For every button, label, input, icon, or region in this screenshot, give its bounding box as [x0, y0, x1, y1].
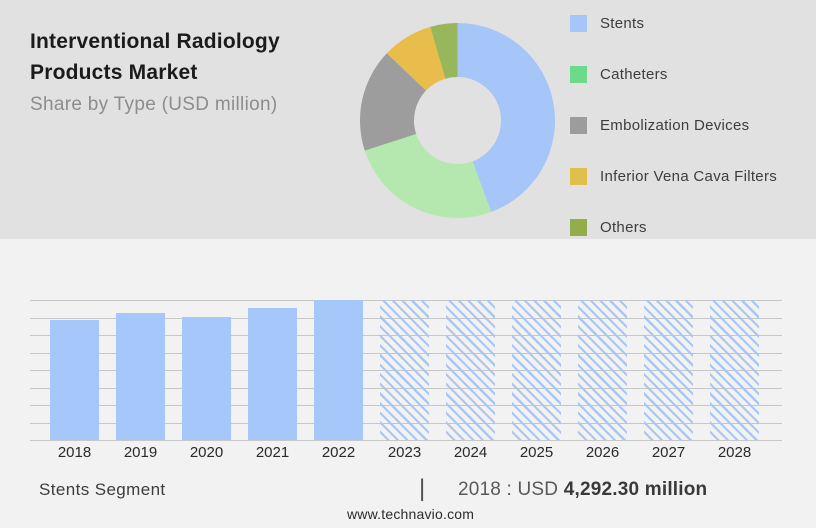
legend-swatch-stents — [570, 15, 587, 32]
x-axis-label-2026: 2026 — [585, 444, 620, 461]
legend-label-catheters: Catheters — [600, 66, 668, 83]
footer-separator: | — [419, 475, 426, 502]
x-axis-label-2025: 2025 — [519, 444, 554, 461]
legend-label-stents: Stents — [600, 15, 645, 32]
title-block: Interventional Radiology Products Market… — [30, 26, 280, 118]
page-title-line1: Interventional Radiology — [30, 30, 280, 53]
bar-2022 — [314, 300, 363, 440]
bar-2020 — [182, 317, 231, 440]
x-axis-label-2020: 2020 — [189, 444, 224, 461]
legend-swatch-others — [570, 219, 587, 236]
x-axis-label-2018: 2018 — [57, 444, 92, 461]
donut-segment-stents — [457, 23, 555, 213]
bar-2021 — [248, 308, 297, 440]
x-axis-labels: 2018 2019 2020 2021 2022 2023 2024 2025 2026 2027… — [0, 444, 816, 462]
legend-item-catheters: Catheters — [570, 66, 777, 83]
forecast-bar-2026 — [578, 300, 627, 440]
legend-swatch-catheters — [570, 66, 587, 83]
donut-chart-svg — [360, 23, 555, 218]
segment-label: Stents Segment — [39, 480, 166, 499]
x-axis-baseline — [30, 440, 782, 441]
donut-segment-embolization-devices — [360, 53, 426, 151]
bar-2018 — [50, 320, 99, 440]
donut-segment-inferior-vena-cava-filters — [386, 26, 446, 91]
x-axis-label-2019: 2019 — [123, 444, 158, 461]
bar-chart-plot-area — [30, 300, 782, 441]
header-panel: Interventional Radiology Products Market… — [0, 0, 816, 239]
legend-swatch-embolization-devices — [570, 117, 587, 134]
legend-label-inferior-vena-cava-filters: Inferior Vena Cava Filters — [600, 168, 778, 185]
x-axis-label-2021: 2021 — [255, 444, 290, 461]
anchor-stat-prefix: 2018 : USD — [458, 479, 564, 500]
legend-item-others: Others — [570, 219, 777, 236]
anchor-stat-value: 4,292.30 million — [563, 479, 708, 500]
bar-2019 — [116, 313, 165, 440]
page-title-line2: Products Market — [30, 61, 198, 84]
legend-swatch-inferior-vena-cava-filters — [570, 168, 587, 185]
legend-item-stents: Stents — [570, 15, 777, 32]
x-axis-label-2022: 2022 — [321, 444, 356, 461]
legend: Stents Catheters Embolization Devices Infer… — [570, 15, 777, 236]
donut-segment-others — [430, 23, 458, 79]
legend-label-embolization-devices: Embolization Devices — [600, 117, 750, 134]
donut-chart — [360, 23, 555, 218]
legend-label-others: Others — [600, 219, 647, 236]
forecast-bar-2023 — [380, 300, 429, 440]
forecast-bar-2027 — [644, 300, 693, 440]
legend-item-inferior-vena-cava-filters: Inferior Vena Cava Filters — [570, 168, 777, 185]
x-axis-label-2024: 2024 — [453, 444, 488, 461]
website-watermark: www.technavio.com — [347, 506, 475, 522]
legend-item-embolization-devices: Embolization Devices — [570, 117, 777, 134]
x-axis-label-2023: 2023 — [387, 444, 422, 461]
x-axis-label-2027: 2027 — [651, 444, 686, 461]
x-axis-label-2028: 2028 — [717, 444, 752, 461]
chart-subtitle: Share by Type (USD million) — [30, 94, 278, 115]
forecast-bar-2024 — [446, 300, 495, 440]
forecast-bar-2025 — [512, 300, 561, 440]
forecast-bar-2028 — [710, 300, 759, 440]
bar-chart-panel: 2018 2019 2020 2021 2022 2023 2024 2025 2026 2027… — [0, 239, 816, 528]
anchor-stat: 2018 : USD 4,292.30 million — [458, 479, 707, 501]
donut-segment-catheters — [364, 133, 492, 218]
